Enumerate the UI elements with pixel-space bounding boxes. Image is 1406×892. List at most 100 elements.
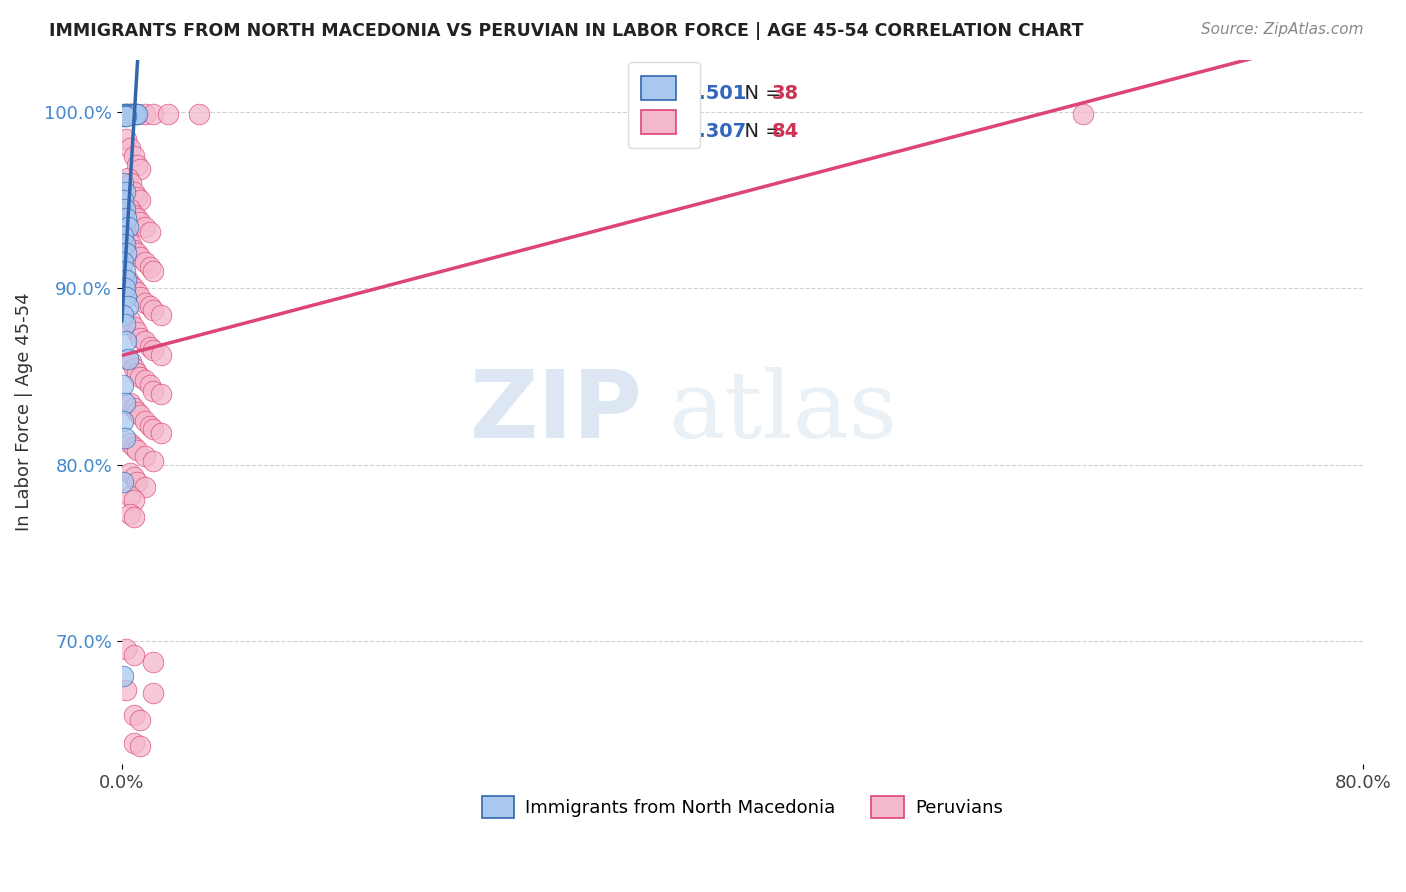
Y-axis label: In Labor Force | Age 45-54: In Labor Force | Age 45-54 xyxy=(15,293,32,531)
Point xyxy=(122,470,145,484)
Point xyxy=(142,454,165,468)
Point xyxy=(122,707,145,722)
Point xyxy=(115,107,138,121)
Point xyxy=(114,431,136,445)
Point xyxy=(139,340,162,354)
Point xyxy=(118,396,141,410)
Point xyxy=(122,510,145,524)
Point xyxy=(112,669,135,683)
Point xyxy=(112,378,135,392)
Text: 0.501: 0.501 xyxy=(685,84,747,103)
Point xyxy=(129,713,152,727)
Point xyxy=(122,281,145,295)
Point xyxy=(134,255,156,269)
Point xyxy=(139,418,162,433)
Point xyxy=(112,228,135,243)
Point xyxy=(112,255,135,269)
Point xyxy=(112,308,135,322)
Point xyxy=(122,492,145,507)
Point xyxy=(112,413,135,427)
Point xyxy=(129,739,152,754)
Point xyxy=(129,214,152,228)
Point xyxy=(142,107,165,121)
Point xyxy=(122,149,145,163)
Point xyxy=(127,366,149,380)
Point xyxy=(129,161,152,176)
Point xyxy=(118,313,141,327)
Point xyxy=(115,246,138,260)
Point xyxy=(115,107,138,121)
Point xyxy=(112,475,135,490)
Point xyxy=(122,320,145,334)
Point xyxy=(115,273,138,287)
Point xyxy=(127,211,149,225)
Point xyxy=(120,355,142,369)
Point xyxy=(114,109,136,123)
Point xyxy=(134,107,156,121)
Point xyxy=(114,202,136,217)
Point xyxy=(112,194,135,208)
Point xyxy=(127,246,149,260)
Point xyxy=(118,107,141,121)
Point xyxy=(120,107,142,121)
Point xyxy=(134,480,156,494)
Point xyxy=(139,225,162,239)
Point xyxy=(117,219,139,234)
Legend: Immigrants from North Macedonia, Peruvians: Immigrants from North Macedonia, Peruvia… xyxy=(475,789,1010,825)
Point xyxy=(122,208,145,222)
Text: Source: ZipAtlas.com: Source: ZipAtlas.com xyxy=(1201,22,1364,37)
Point xyxy=(129,290,152,304)
Point xyxy=(115,334,138,349)
Point xyxy=(114,185,136,199)
Point xyxy=(117,273,139,287)
Point xyxy=(134,449,156,463)
Point xyxy=(127,285,149,299)
Point xyxy=(125,107,148,121)
Point xyxy=(118,141,141,155)
Point xyxy=(139,260,162,275)
Point xyxy=(114,317,136,331)
Point xyxy=(115,132,138,146)
Point xyxy=(118,507,141,521)
Point xyxy=(120,237,142,252)
Text: IMMIGRANTS FROM NORTH MACEDONIA VS PERUVIAN IN LABOR FORCE | AGE 45-54 CORRELATI: IMMIGRANTS FROM NORTH MACEDONIA VS PERUV… xyxy=(49,22,1084,40)
Point xyxy=(112,176,135,190)
Point xyxy=(188,107,211,121)
Point xyxy=(122,401,145,416)
Point xyxy=(157,107,180,121)
Point xyxy=(114,107,136,121)
Point xyxy=(114,281,136,295)
Point xyxy=(142,655,165,669)
Point xyxy=(134,334,156,349)
Point xyxy=(117,107,139,121)
Point xyxy=(122,648,145,662)
Point xyxy=(139,299,162,313)
Point xyxy=(127,443,149,458)
Point xyxy=(120,107,142,121)
Point xyxy=(149,308,172,322)
Point xyxy=(134,219,156,234)
Text: 0.307: 0.307 xyxy=(685,121,747,141)
Point xyxy=(120,176,142,190)
Point xyxy=(142,264,165,278)
Text: ZIP: ZIP xyxy=(470,366,643,458)
Point xyxy=(127,107,149,121)
Point xyxy=(134,413,156,427)
Point xyxy=(1073,107,1095,121)
Point xyxy=(114,396,136,410)
Point xyxy=(118,489,141,503)
Point xyxy=(122,736,145,750)
Point xyxy=(134,295,156,310)
Point xyxy=(142,384,165,398)
Point xyxy=(149,348,172,362)
Point xyxy=(117,351,139,366)
Point xyxy=(149,425,172,440)
Point xyxy=(139,378,162,392)
Point xyxy=(117,299,139,313)
Point xyxy=(122,185,145,199)
Point xyxy=(142,422,165,436)
Point xyxy=(127,326,149,340)
Point xyxy=(129,409,152,423)
Point xyxy=(129,194,152,208)
Point xyxy=(127,107,149,121)
